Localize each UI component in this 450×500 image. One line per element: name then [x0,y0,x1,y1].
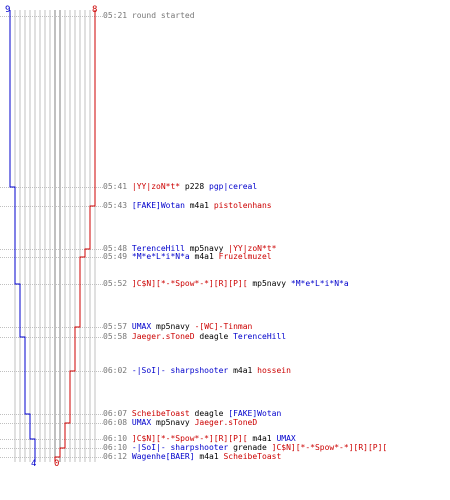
weapon-name: m4a1 [199,452,219,461]
killer-name: -|SoI|- sharpshooter [131,366,229,375]
event-time: 05:43 [103,201,128,210]
weapon-name: m4a1 [194,252,214,261]
red-end-count: 0 [54,459,60,469]
event-time: 05:41 [103,182,128,191]
victim-name: *M*e*L*i*N*a [290,279,349,288]
killer-name: Wagenhe[BAER] [131,452,195,461]
event-time: 05:58 [103,332,128,341]
event-time: 05:21 [103,11,128,20]
event-row: 05:52 ]C$N][*-*Spow*-*][R][P][ mp5navy *… [103,279,349,288]
weapon-name: mp5navy [252,279,287,288]
event-row: 06:10 ]C$N][*-*Spow*-*][R][P][ m4a1 UMAX [103,434,296,443]
victim-name: TerenceHill [233,332,287,341]
killer-name: ]C$N][*-*Spow*-*][R][P][ [131,434,248,443]
event-time: 06:10 [103,434,128,443]
event-row: 06:10 -|SoI|- sharpshooter grenade ]C$N]… [103,443,387,452]
killer-name: UMAX [131,322,152,331]
event-row: 05:43 [FAKE]Wotan m4a1 pistolenhans [103,201,272,210]
event-row: 06:02 -|SoI|- sharpshooter m4a1 hossein [103,366,291,375]
blue-end-count: 4 [31,459,37,469]
victim-name: UMAX [276,434,296,443]
weapon-name: m4a1 [233,366,253,375]
killer-name: UMAX [131,418,152,427]
red-team-survivor-line [54,10,96,462]
event-row: 06:08 UMAX mp5navy Jaeger.sToneD [103,418,257,427]
event-row: 06:07 ScheibeToast deagle [FAKE]Wotan [103,409,281,418]
killer-name: |YY|zoN*t* [131,182,181,191]
event-time: 05:48 [103,244,128,253]
event-time: 06:07 [103,409,128,418]
event-message: round started [131,11,195,20]
weapon-name: m4a1 [252,434,272,443]
weapon-name: grenade [233,443,267,452]
weapon-name: deagle [194,409,224,418]
killer-name: ScheibeToast [131,409,190,418]
victim-name: |YY|zoN*t* [228,244,277,253]
killer-name: TerenceHill [131,244,185,253]
victim-name: hossein [257,366,291,375]
event-time: 06:02 [103,366,128,375]
blue-start-count: 9 [5,5,11,15]
weapon-name: p228 [184,182,205,191]
victim-name: pistolenhans [213,201,272,210]
weapon-name: mp5navy [156,322,190,331]
killer-name: -|SoI|- sharpshooter [131,443,229,452]
event-row: 05:58 Jaeger.sToneD deagle TerenceHill [103,332,286,341]
weapon-name: m4a1 [189,201,209,210]
event-time: 06:08 [103,418,128,427]
weapon-name: deagle [199,332,229,341]
victim-name: ]C$N][*-*Spow*-*][R][P][ [271,443,388,452]
event-row: 06:12 Wagenhe[BAER] m4a1 ScheibeToast [103,452,281,461]
event-row: 05:57 UMAX mp5navy -[WC]-Tinman [103,322,252,331]
event-row: 05:21 round started [103,11,195,20]
event-row: 05:48 TerenceHill mp5navy |YY|zoN*t* [103,244,276,253]
event-time: 06:12 [103,452,128,461]
victim-name: -[WC]-Tinman [194,322,253,331]
event-time: 05:49 [103,252,128,261]
event-row: 05:41 |YY|zoN*t* p228 pgp|cereal [103,182,257,191]
event-time: 05:57 [103,322,128,331]
killer-name: ]C$N][*-*Spow*-*][R][P][ [131,279,248,288]
blue-team-survivor-line [9,10,36,462]
victim-name: [FAKE]Wotan [228,409,282,418]
red-start-count: 8 [92,5,98,15]
weapon-name: mp5navy [189,244,224,253]
event-row: 05:49 *M*e*L*i*N*a m4a1 Fruzelmuzel [103,252,272,261]
killer-name: Jaeger.sToneD [131,332,195,341]
killer-name: *M*e*L*i*N*a [131,252,190,261]
victim-name: Fruzelmuzel [218,252,272,261]
event-time: 05:52 [103,279,128,288]
victim-name: pgp|cereal [209,182,258,191]
weapon-name: mp5navy [156,418,190,427]
victim-name: Jaeger.sToneD [194,418,258,427]
victim-name: ScheibeToast [223,452,282,461]
killer-name: [FAKE]Wotan [131,201,185,210]
survivor-timeline-graph [0,10,103,462]
event-time: 06:10 [103,443,128,452]
